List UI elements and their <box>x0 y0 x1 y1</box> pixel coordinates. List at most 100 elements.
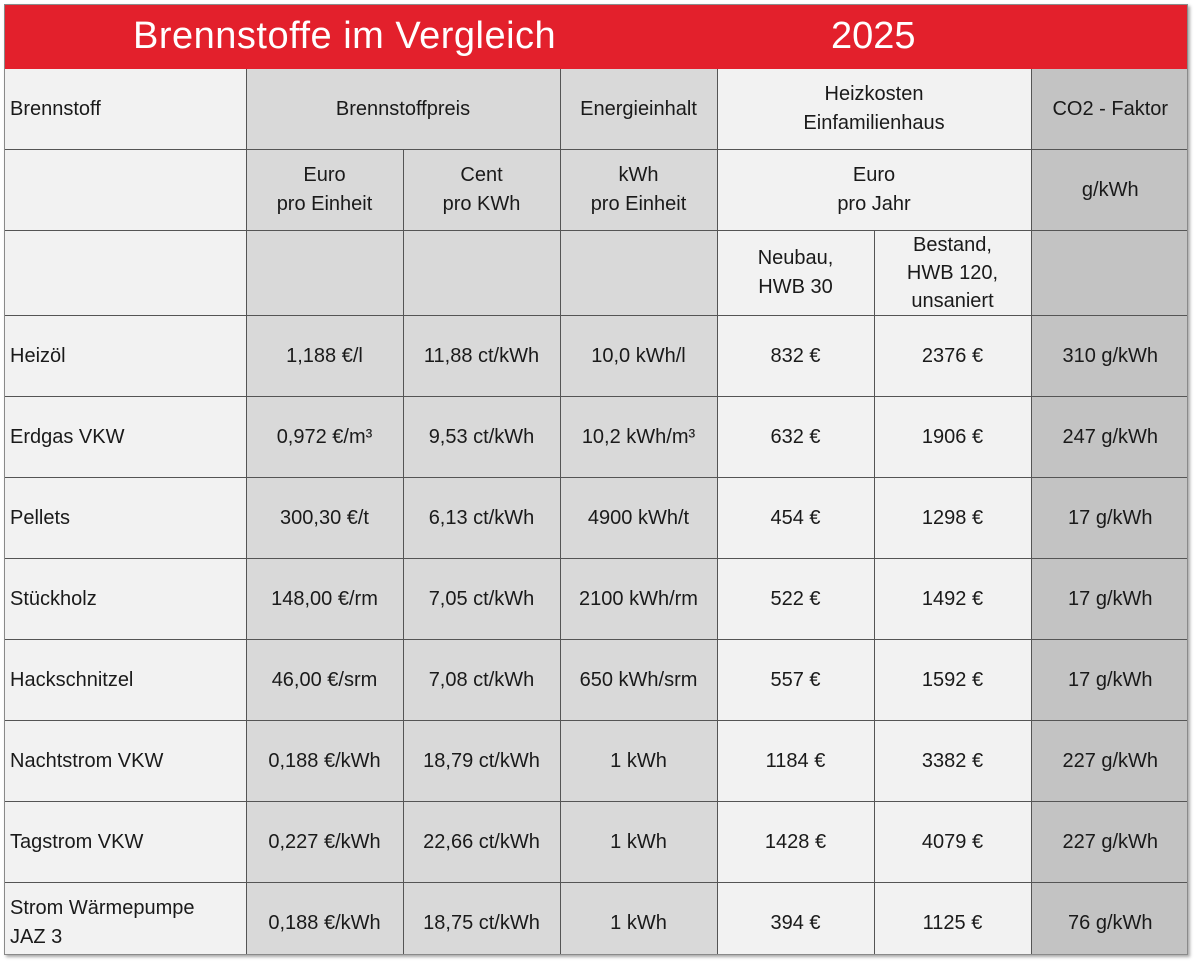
header-heating-cost: Heizkosten Einfamilienhaus <box>716 69 1032 150</box>
cell-cost-new: 632 € <box>716 396 875 478</box>
cell-fuel-name: Nachtstrom VKW <box>10 749 164 772</box>
fuel-comparison-table: Brennstoff Brennstoffpreis Energieinhalt… <box>5 69 1187 954</box>
cell-energy: 1 kWh <box>559 882 718 954</box>
subheader-new-building: Neubau, HWB 30 <box>716 230 875 316</box>
cell-cost-new: 454 € <box>716 477 875 559</box>
cell-cost-existing: 1592 € <box>873 639 1032 721</box>
unit-kwh-line1: kWh <box>618 164 659 186</box>
unit-kwh-line2: pro Einheit <box>590 193 687 215</box>
cell-price-euro: 46,00 €/srm <box>245 639 404 721</box>
unit-year-line2: pro Jahr <box>837 193 911 215</box>
cell-energy: 650 kWh/srm <box>559 639 718 721</box>
cell-price-cent: 18,79 ct/kWh <box>402 720 561 802</box>
cell-fuel-name: Heizöl <box>10 344 66 367</box>
subheader-existing-building: Bestand, HWB 120, unsaniert <box>873 230 1032 316</box>
cell-co2: 17 g/kWh <box>1030 477 1187 559</box>
unit-empty <box>5 149 247 231</box>
cell-price-euro: 0,188 €/kWh <box>245 720 404 802</box>
unit-euro-per-year: Euro pro Jahr <box>716 149 1032 231</box>
cell-fuel-name: Hackschnitzel <box>10 668 134 691</box>
unit-kwh-per-unit: kWh pro Einheit <box>559 149 718 231</box>
cell-cost-new: 1428 € <box>716 801 875 883</box>
cell-price-cent: 7,08 ct/kWh <box>402 639 561 721</box>
subheader-existing-line2: HWB 120, <box>906 262 999 284</box>
subheader-new-line2: HWB 30 <box>758 276 833 298</box>
cell-co2: 227 g/kWh <box>1030 720 1187 802</box>
header-row: Brennstoff Brennstoffpreis Energieinhalt… <box>5 69 1187 150</box>
cell-fuel: Hackschnitzel <box>5 639 247 721</box>
subheader-empty <box>245 230 404 316</box>
cell-price-cent: 7,05 ct/kWh <box>402 558 561 640</box>
cell-co2: 17 g/kWh <box>1030 558 1187 640</box>
table-row: Tagstrom VKW 0,227 €/kWh 22,66 ct/kWh 1 kWh… <box>5 801 1187 883</box>
cell-fuel-name: Stückholz <box>10 587 97 610</box>
cell-fuel: Stückholz <box>5 558 247 640</box>
cell-fuel-name: Erdgas VKW <box>10 425 125 448</box>
cell-cost-new: 522 € <box>716 558 875 640</box>
cell-energy: 10,0 kWh/l <box>559 315 718 397</box>
cell-fuel-name: Tagstrom VKW <box>10 830 144 853</box>
unit-cent-line1: Cent <box>460 164 503 186</box>
cell-price-cent: 11,88 ct/kWh <box>402 315 561 397</box>
subheader-empty <box>5 230 247 316</box>
cell-co2: 310 g/kWh <box>1030 315 1187 397</box>
header-heating-cost-line1: Heizkosten <box>824 83 924 105</box>
table-row: Hackschnitzel 46,00 €/srm 7,08 ct/kWh 650 k… <box>5 639 1187 721</box>
cell-price-cent: 9,53 ct/kWh <box>402 396 561 478</box>
cell-cost-new: 557 € <box>716 639 875 721</box>
unit-cent-per-kwh: Cent pro KWh <box>402 149 561 231</box>
subheader-existing-line3: unsaniert <box>911 290 994 312</box>
cell-fuel: Strom Wärmepumpe JAZ 3 <box>5 882 247 954</box>
cell-fuel: Erdgas VKW <box>5 396 247 478</box>
header-heating-cost-line2: Einfamilienhaus <box>803 112 945 134</box>
table-row: Strom Wärmepumpe JAZ 3 0,188 €/kWh 18,75 ct… <box>5 882 1187 954</box>
cell-price-cent: 22,66 ct/kWh <box>402 801 561 883</box>
cell-cost-existing: 2376 € <box>873 315 1032 397</box>
cell-price-euro: 0,227 €/kWh <box>245 801 404 883</box>
unit-row: Euro pro Einheit Cent pro KWh kWh pro Ei… <box>5 149 1187 231</box>
subheader-empty <box>559 230 718 316</box>
cell-price-euro: 0,188 €/kWh <box>245 882 404 954</box>
cell-price-euro: 1,188 €/l <box>245 315 404 397</box>
cell-price-euro: 300,30 €/t <box>245 477 404 559</box>
unit-co2: g/kWh <box>1030 149 1187 231</box>
cell-energy: 2100 kWh/rm <box>559 558 718 640</box>
cell-co2: 247 g/kWh <box>1030 396 1187 478</box>
header-fuel: Brennstoff <box>5 69 247 150</box>
cell-fuel-name: Strom Wärmepumpe <box>10 897 195 919</box>
unit-euro-per-unit: Euro pro Einheit <box>245 149 404 231</box>
cell-cost-existing: 1492 € <box>873 558 1032 640</box>
cell-cost-existing: 1906 € <box>873 396 1032 478</box>
cell-fuel: Tagstrom VKW <box>5 801 247 883</box>
cell-co2: 76 g/kWh <box>1030 882 1187 954</box>
title-year: 2025 <box>831 15 916 57</box>
cell-price-euro: 148,00 €/rm <box>245 558 404 640</box>
table-row: Erdgas VKW 0,972 €/m³ 9,53 ct/kWh 10,2 kWh/… <box>5 396 1187 478</box>
cell-energy: 4900 kWh/t <box>559 477 718 559</box>
cell-fuel-name: Pellets <box>10 506 71 529</box>
cell-fuel: Pellets <box>5 477 247 559</box>
cell-fuel-name-line2: JAZ 3 <box>10 926 63 948</box>
table-row: Pellets 300,30 €/t 6,13 ct/kWh 4900 kWh/t 45… <box>5 477 1187 559</box>
table-row: Heizöl 1,188 €/l 11,88 ct/kWh 10,0 kWh/l 832… <box>5 315 1187 397</box>
header-energy-content: Energieinhalt <box>559 69 718 150</box>
cell-co2: 17 g/kWh <box>1030 639 1187 721</box>
unit-cent-line2: pro KWh <box>442 193 521 215</box>
cell-cost-existing: 4079 € <box>873 801 1032 883</box>
subheader-existing-line1: Bestand, <box>913 234 992 256</box>
cell-price-euro: 0,972 €/m³ <box>245 396 404 478</box>
cell-co2: 227 g/kWh <box>1030 801 1187 883</box>
cell-fuel: Nachtstrom VKW <box>5 720 247 802</box>
table-row: Nachtstrom VKW 0,188 €/kWh 18,79 ct/kWh 1 k… <box>5 720 1187 802</box>
cell-cost-existing: 1298 € <box>873 477 1032 559</box>
cell-energy: 1 kWh <box>559 801 718 883</box>
cell-fuel: Heizöl <box>5 315 247 397</box>
unit-euro-line1: Euro <box>303 164 346 186</box>
cell-cost-new: 832 € <box>716 315 875 397</box>
header-co2-factor: CO2 - Faktor <box>1030 69 1187 150</box>
subheader-empty <box>402 230 561 316</box>
cell-cost-existing: 3382 € <box>873 720 1032 802</box>
cell-price-cent: 6,13 ct/kWh <box>402 477 561 559</box>
cell-price-cent: 18,75 ct/kWh <box>402 882 561 954</box>
unit-euro-line2: pro Einheit <box>276 193 373 215</box>
